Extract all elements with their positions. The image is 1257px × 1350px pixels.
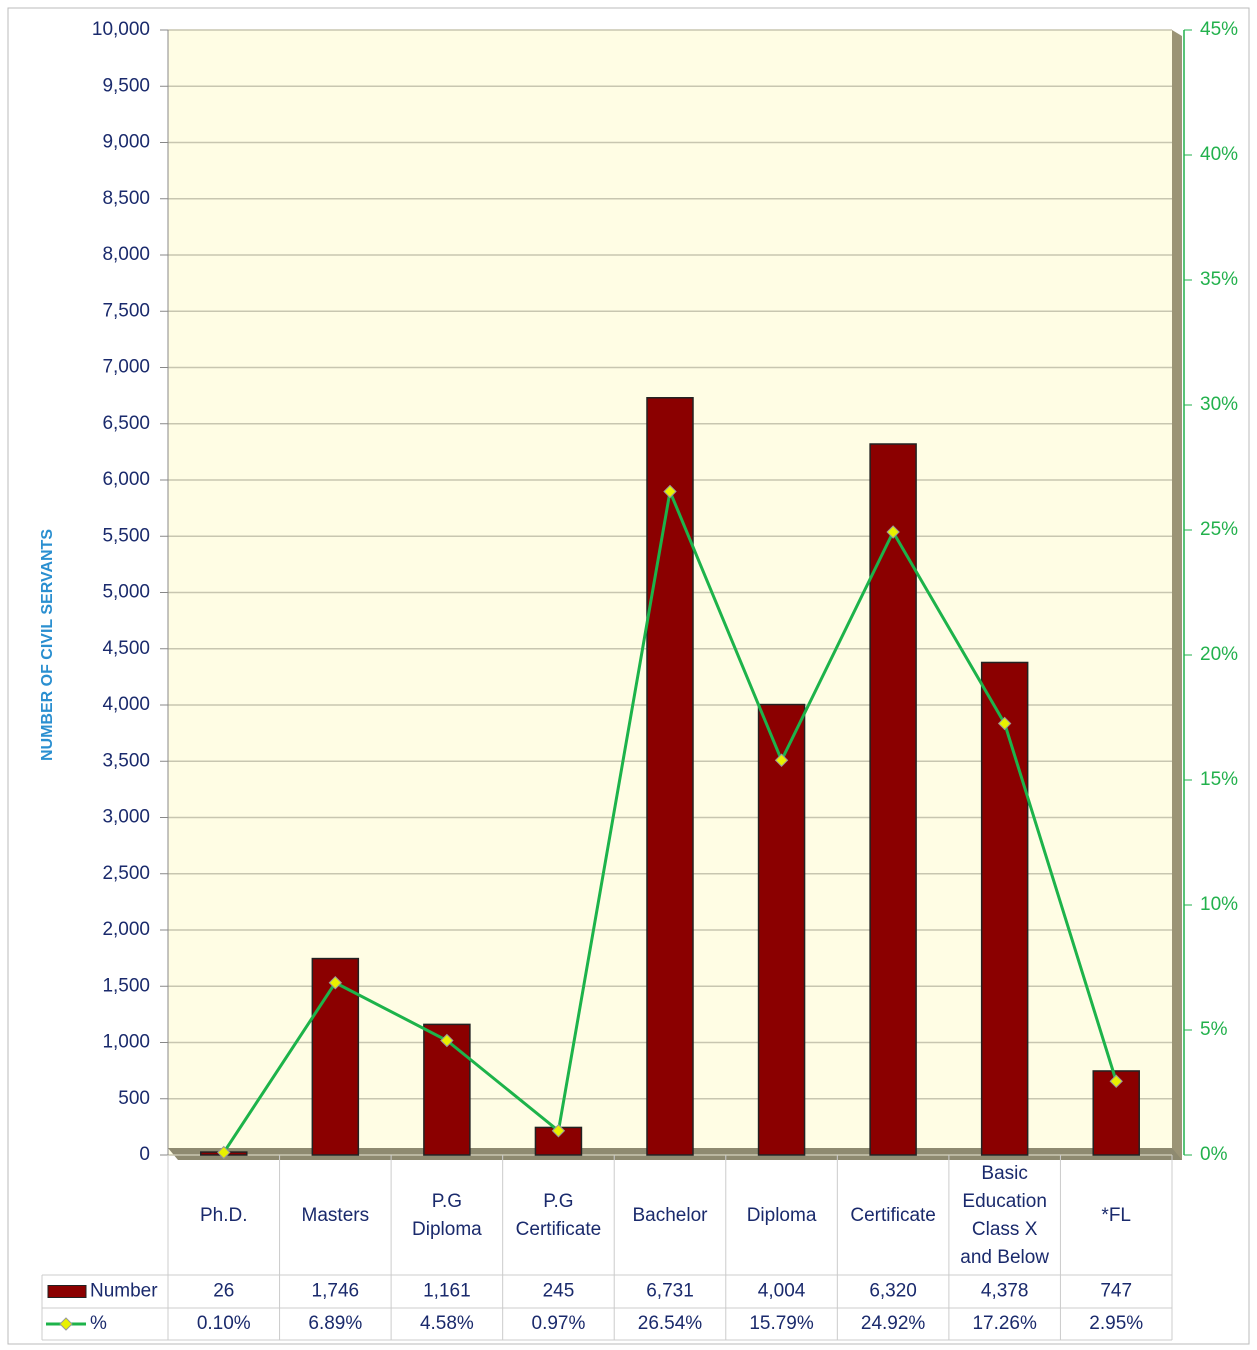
bar bbox=[980, 661, 1029, 1156]
table-value: 6,320 bbox=[869, 1281, 917, 1302]
bar bbox=[869, 443, 917, 1156]
y-tick-label: 500 bbox=[118, 1088, 150, 1109]
table-value: 1,746 bbox=[312, 1281, 360, 1302]
y-tick-label: 8,000 bbox=[102, 244, 150, 265]
x-tick-label: Masters bbox=[302, 1205, 370, 1226]
marker bbox=[1109, 1074, 1123, 1088]
y-tick-label: 9,000 bbox=[102, 132, 150, 153]
y2-tick-label: 15% bbox=[1200, 769, 1238, 790]
plot-wall bbox=[1172, 30, 1182, 1160]
table-value: 0.10% bbox=[197, 1313, 251, 1334]
y-axis-label: NUMBER OF CIVIL SERVANTS bbox=[39, 529, 56, 761]
table-value: 4,378 bbox=[981, 1281, 1029, 1302]
table-value: 245 bbox=[543, 1281, 575, 1302]
table-value: 15.79% bbox=[749, 1313, 814, 1334]
marker bbox=[774, 753, 789, 767]
y2-tick-label: 0% bbox=[1200, 1144, 1228, 1165]
y-tick-label: 9,500 bbox=[102, 75, 150, 96]
marker bbox=[551, 1124, 566, 1138]
y-tick-label: 5,500 bbox=[102, 525, 150, 546]
y2-tick-label: 45% bbox=[1200, 19, 1238, 40]
table-value: 4.58% bbox=[420, 1313, 474, 1334]
y-tick-label: 6,500 bbox=[102, 413, 150, 434]
marker bbox=[440, 1033, 454, 1048]
y-tick-label: 3,500 bbox=[102, 750, 150, 771]
legend-swatch bbox=[59, 1317, 73, 1331]
x-tick-label: P.G Diploma bbox=[412, 1191, 482, 1240]
table-value: 26.54% bbox=[638, 1313, 703, 1334]
marker bbox=[328, 976, 343, 990]
table-value: 6,731 bbox=[646, 1281, 694, 1302]
y-tick-label: 0 bbox=[139, 1144, 150, 1165]
x-tick-label: Bachelor bbox=[633, 1205, 709, 1226]
y-tick-label: 2,500 bbox=[102, 863, 150, 884]
marker bbox=[217, 1145, 231, 1160]
y2-tick-label: 30% bbox=[1200, 394, 1238, 415]
y-tick-label: 7,500 bbox=[102, 300, 150, 321]
bar bbox=[757, 703, 806, 1156]
y-tick-label: 1,500 bbox=[102, 975, 150, 996]
table-value: 747 bbox=[1100, 1281, 1132, 1302]
y-tick-label: 2,000 bbox=[102, 919, 150, 940]
y2-tick-label: 25% bbox=[1200, 519, 1238, 540]
legend-label: Number bbox=[90, 1281, 158, 1302]
y2-tick-label: 10% bbox=[1200, 894, 1238, 915]
marker bbox=[997, 716, 1012, 731]
y-tick-label: 4,000 bbox=[102, 694, 150, 715]
y2-tick-label: 5% bbox=[1200, 1019, 1228, 1040]
y-tick-label: 8,500 bbox=[102, 188, 150, 209]
x-tick-label: Ph.D. bbox=[200, 1205, 248, 1226]
y-tick-label: 6,000 bbox=[102, 469, 150, 490]
legend-label: % bbox=[90, 1313, 107, 1334]
table-value: 2.95% bbox=[1089, 1313, 1143, 1334]
table-value: 4,004 bbox=[758, 1281, 806, 1302]
table-value: 6.89% bbox=[308, 1313, 362, 1334]
y2-tick-label: 40% bbox=[1200, 144, 1238, 165]
y-tick-label: 7,000 bbox=[102, 357, 150, 378]
marker bbox=[886, 525, 900, 539]
y-tick-label: 1,000 bbox=[102, 1032, 150, 1053]
legend-swatch bbox=[47, 1285, 87, 1298]
y-tick-label: 5,000 bbox=[102, 582, 150, 603]
y2-tick-label: 20% bbox=[1200, 644, 1238, 665]
x-tick-label: Diploma bbox=[747, 1205, 817, 1226]
x-tick-label: P.G Certificate bbox=[516, 1191, 602, 1240]
table-value: 17.26% bbox=[972, 1313, 1037, 1334]
table-value: 1,161 bbox=[423, 1281, 471, 1302]
x-tick-label: *FL bbox=[1101, 1205, 1131, 1226]
table-value: 0.97% bbox=[532, 1313, 586, 1334]
table-value: 26 bbox=[213, 1281, 234, 1302]
bar bbox=[646, 397, 694, 1156]
table-value: 24.92% bbox=[861, 1313, 926, 1334]
y-tick-label: 4,500 bbox=[102, 638, 150, 659]
y2-tick-label: 35% bbox=[1200, 269, 1238, 290]
marker bbox=[663, 484, 677, 499]
y-tick-label: 3,000 bbox=[102, 807, 150, 828]
y-tick-label: 10,000 bbox=[92, 19, 150, 40]
x-tick-label: Certificate bbox=[850, 1205, 936, 1226]
